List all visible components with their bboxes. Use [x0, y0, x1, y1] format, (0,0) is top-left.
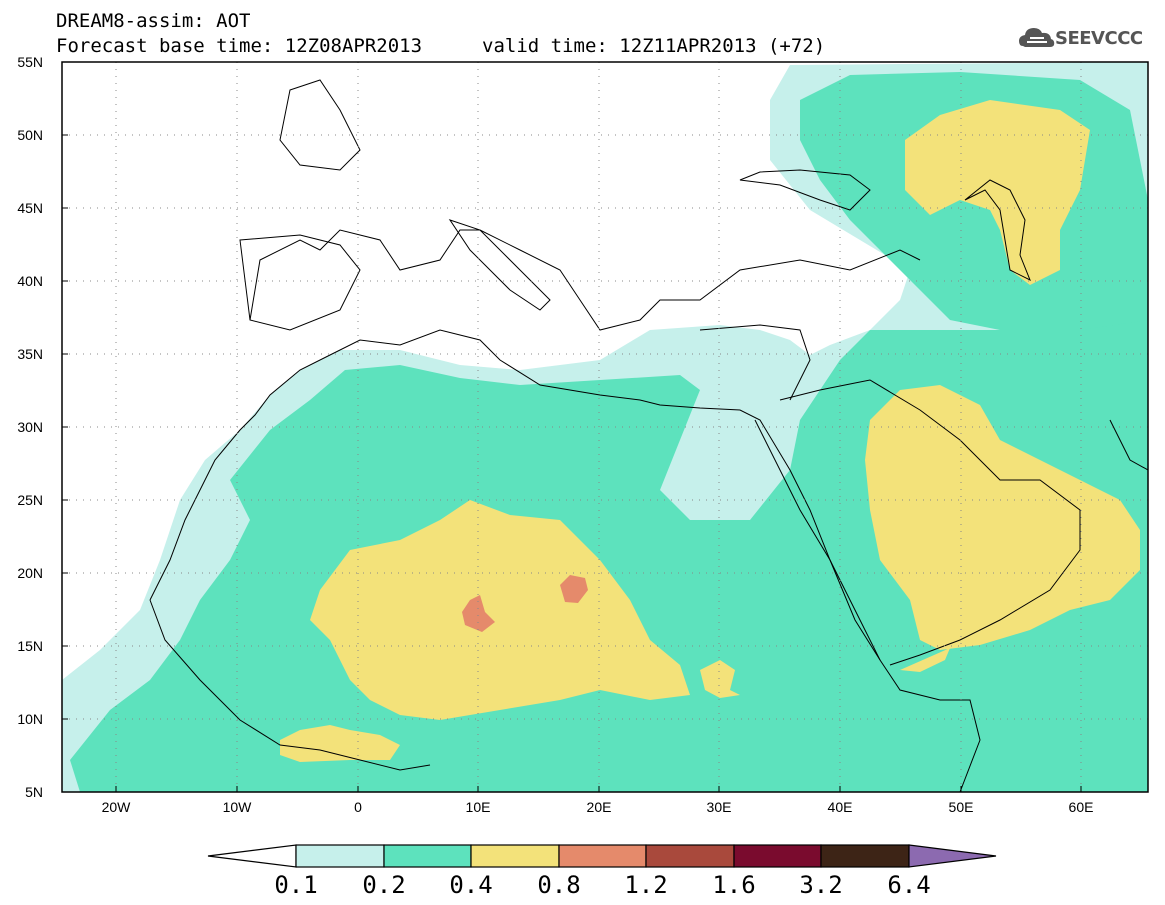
colorbar-segment: [295, 844, 385, 868]
colorbar-segment: [645, 844, 735, 868]
colorbar-segment: [558, 844, 647, 868]
aot-band-0.4-westafrica: [280, 725, 400, 762]
lat-label: 15N: [17, 638, 43, 654]
colorbar-label: 0.2: [362, 871, 405, 899]
valid-time: valid time: 12Z11APR2013 (+72): [482, 35, 826, 57]
coastline-europe: [249, 229, 921, 331]
lon-label: 20W: [102, 799, 132, 815]
aot-band-0.4-arabia: [865, 385, 1140, 650]
coastline-caspian: [964, 179, 1031, 282]
colorbar-segment: [470, 844, 560, 868]
coastline-arabia: [779, 379, 1081, 666]
coastline-red-sea: [754, 419, 881, 661]
aot-band-0.4-sahara: [310, 500, 690, 720]
lat-label: 55N: [17, 54, 43, 70]
coastline-africa: [149, 329, 981, 792]
lon-label: 10E: [466, 799, 491, 815]
forecast-base-time: Forecast base time: 12Z08APR2013: [56, 35, 423, 57]
colorbar-segment: [820, 844, 910, 868]
graticule: [62, 62, 1148, 792]
colorbar-label: 0.1: [274, 871, 317, 899]
coastline-iberia: [239, 234, 361, 331]
logo-text: SEEVCCC: [1055, 28, 1143, 49]
colorbar-label: 3.2: [799, 871, 842, 899]
lon-label: 60E: [1069, 799, 1094, 815]
lat-label: 10N: [17, 711, 43, 727]
lat-label: 45N: [17, 200, 43, 216]
colorbar-extend-low: [207, 844, 297, 868]
colorbar-label: 0.8: [537, 871, 580, 899]
cloud-icon: [1019, 28, 1055, 47]
colorbar-label: 0.4: [449, 871, 492, 899]
aot-band-0.8-spot-b: [560, 575, 588, 603]
tick-marks: [62, 61, 1082, 792]
aot-band-0.4-caspian: [905, 100, 1090, 285]
colorbar-segment: [383, 844, 472, 868]
colorbar-extend-high: [908, 844, 997, 868]
colorbar-segment: [733, 844, 822, 868]
coastline-mediterranean-east: [699, 324, 811, 401]
lat-label: 35N: [17, 346, 43, 362]
longitude-labels: 20W 10W 0 10E 20E 30E 40E 50E 60E: [102, 799, 1094, 815]
lon-label: 50E: [949, 799, 974, 815]
lat-label: 20N: [17, 565, 43, 581]
coastline-italy: [448, 219, 551, 311]
coastlines: [149, 79, 1148, 792]
lon-label: 20E: [587, 799, 612, 815]
lat-label: 5N: [25, 784, 43, 800]
lon-label: 40E: [828, 799, 853, 815]
lat-label: 25N: [17, 492, 43, 508]
lon-label: 30E: [707, 799, 732, 815]
colorbar: [207, 844, 997, 868]
coastline-gulf-of-guinea: [149, 599, 431, 771]
latitude-labels: 55N 50N 45N 40N 35N 30N 25N 20N 15N 10N …: [17, 54, 43, 800]
aot-band-0.8-spot-a: [462, 595, 495, 632]
coastline-india-edge: [1109, 419, 1148, 471]
colorbar-label: 6.4: [887, 871, 930, 899]
aot-field: [62, 62, 1148, 792]
coastline-black-sea: [739, 169, 871, 211]
aot-band-0.4-yemen: [900, 648, 950, 672]
lat-label: 40N: [17, 273, 43, 289]
lon-label: 0: [354, 799, 362, 815]
colorbar-labels: 0.1 0.2 0.4 0.8 1.2 1.6 3.2 6.4: [274, 871, 930, 899]
colorbar-label: 1.6: [712, 871, 755, 899]
colorbar-label: 1.2: [624, 871, 667, 899]
coastline-britain: [279, 79, 361, 171]
lon-label: 10W: [223, 799, 253, 815]
lat-label: 30N: [17, 419, 43, 435]
aot-band-0.4-chad: [700, 660, 740, 698]
lat-label: 50N: [17, 127, 43, 143]
map-title: DREAM8-assim: AOT: [56, 10, 251, 32]
